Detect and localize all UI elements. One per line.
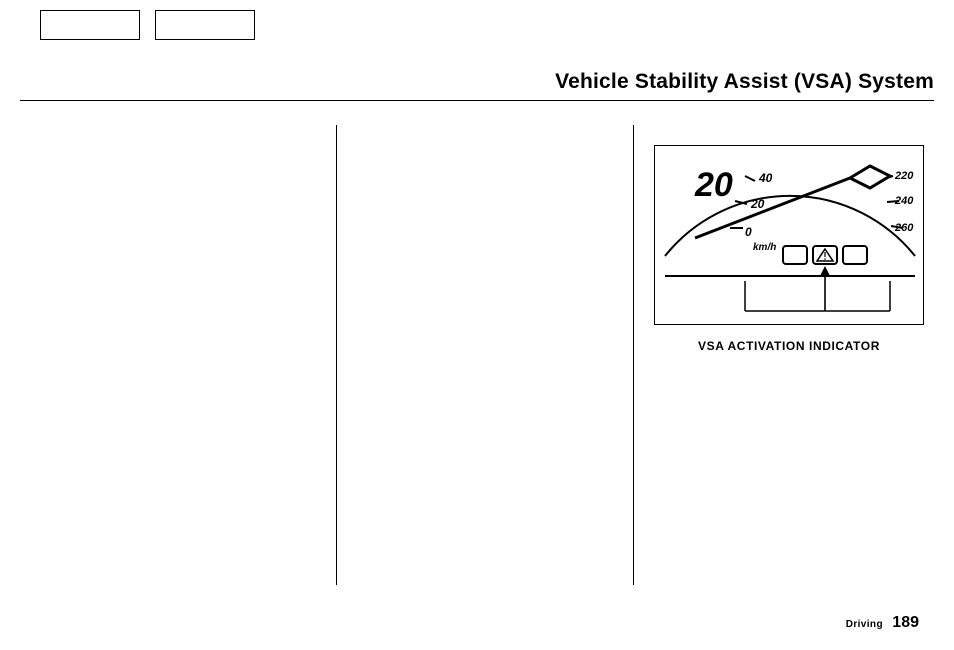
gauge-tick-right-0: 220 [894, 170, 914, 182]
column-1 [40, 125, 336, 585]
top-box-1 [40, 10, 140, 40]
top-box-2 [155, 10, 255, 40]
top-box-group [40, 10, 255, 40]
lamp-box-left [783, 246, 807, 264]
footer-section: Driving [846, 619, 883, 630]
gauge-tick-right-1: 240 [894, 195, 914, 207]
page-title: Vehicle Stability Assist (VSA) System [555, 70, 934, 94]
gauge-figure: 20 40 20 0 km/h 220 [654, 145, 924, 325]
page-footer: Driving 189 [846, 614, 919, 632]
page: Vehicle Stability Assist (VSA) System 20 [0, 0, 954, 650]
callout-arrow-head [820, 266, 830, 276]
figure-wrap: 20 40 20 0 km/h 220 [634, 125, 934, 353]
column-3: 20 40 20 0 km/h 220 [634, 125, 934, 585]
gauge-tick-left-2: 0 [745, 225, 752, 239]
horizontal-rule [20, 100, 934, 101]
figure-caption: VSA ACTIVATION INDICATOR [654, 339, 924, 353]
lamp-box-center [813, 246, 837, 264]
lamp-box-right [843, 246, 867, 264]
gauge-big-number: 20 [694, 166, 733, 204]
gauge-svg: 20 40 20 0 km/h 220 [655, 146, 925, 326]
footer-page-number: 189 [892, 614, 919, 631]
gauge-tick-right-2: 260 [894, 222, 914, 234]
column-2 [337, 125, 633, 585]
gauge-tick-left-0: 40 [758, 171, 773, 185]
gauge-tick-left-1: 20 [750, 197, 765, 211]
gauge-unit: km/h [753, 242, 776, 253]
columns: 20 40 20 0 km/h 220 [40, 125, 934, 585]
